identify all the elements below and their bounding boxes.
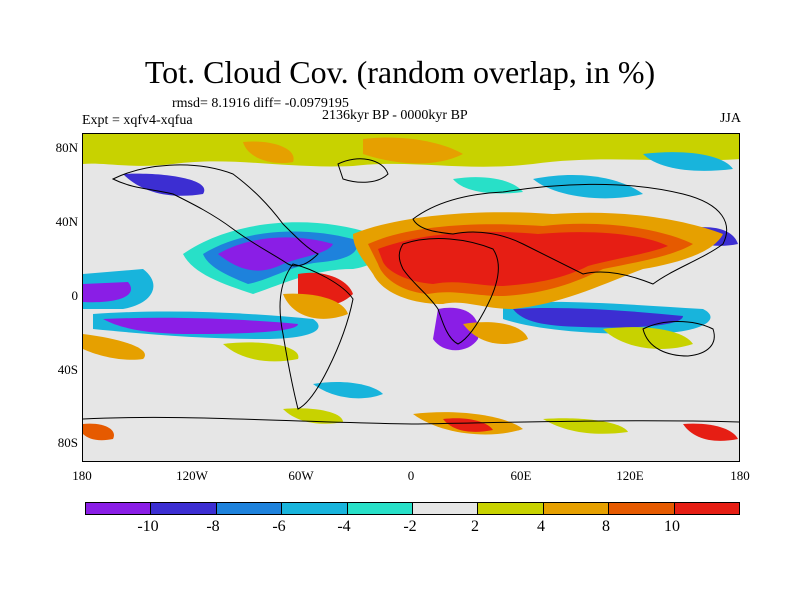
- map-plot-area: [82, 133, 740, 462]
- positive-anomaly-field: [83, 212, 738, 441]
- lat-label-40s: 40S: [57, 362, 78, 377]
- colorbar-segment-2: [216, 503, 283, 514]
- colorbar-label: 4: [537, 518, 545, 535]
- lon-label-180w: 180: [72, 468, 92, 483]
- lat-label-40n: 40N: [55, 214, 78, 229]
- arctic-anomaly-field: [83, 134, 739, 199]
- lon-label-60e: 60E: [510, 468, 532, 483]
- experiment-label: Expt = xqfv4-xqfua: [82, 113, 193, 128]
- negative-anomaly-field: [83, 222, 738, 399]
- colorbar-label: -2: [403, 518, 417, 535]
- colorbar-label: 2: [471, 518, 479, 535]
- stats-text: rmsd= 8.1916 diff= -0.0979195: [172, 96, 349, 111]
- colorbar-segment-6: [478, 503, 544, 514]
- season-label: JJA: [719, 111, 741, 126]
- lon-label-120e: 120E: [616, 468, 644, 483]
- colorbar-segment-9: [674, 503, 740, 514]
- lon-label-180e: 180: [730, 468, 750, 483]
- colorbar-segment-4: [347, 503, 414, 514]
- lon-label-0: 0: [407, 468, 415, 483]
- lat-label-80n: 80N: [55, 140, 78, 155]
- colorbar-segment-7: [543, 503, 610, 514]
- colorbar-segment-3: [282, 503, 348, 514]
- colorbar-segment-8: [609, 503, 675, 514]
- colorbar-label: -8: [206, 518, 220, 535]
- colorbar-segment-5: [413, 503, 479, 514]
- chart-title: Tot. Cloud Cov. (random overlap, in %): [144, 54, 656, 90]
- colorbar: [85, 502, 740, 515]
- coastlines: [83, 158, 739, 425]
- colorbar-segment-0: [86, 503, 152, 514]
- lat-label-0: 0: [71, 288, 79, 303]
- colorbar-segment-1: [151, 503, 217, 514]
- colorbar-label: -4: [337, 518, 351, 535]
- colorbar-label: 10: [664, 518, 680, 535]
- colorbar-label: -10: [137, 518, 159, 535]
- lon-label-60w: 60W: [288, 468, 314, 483]
- period-text: 2136kyr BP - 0000kyr BP: [322, 108, 468, 123]
- lat-label-80s: 80S: [57, 435, 78, 450]
- colorbar-label: -6: [272, 518, 286, 535]
- lon-label-120w: 120W: [176, 468, 208, 483]
- colorbar-label: 8: [602, 518, 610, 535]
